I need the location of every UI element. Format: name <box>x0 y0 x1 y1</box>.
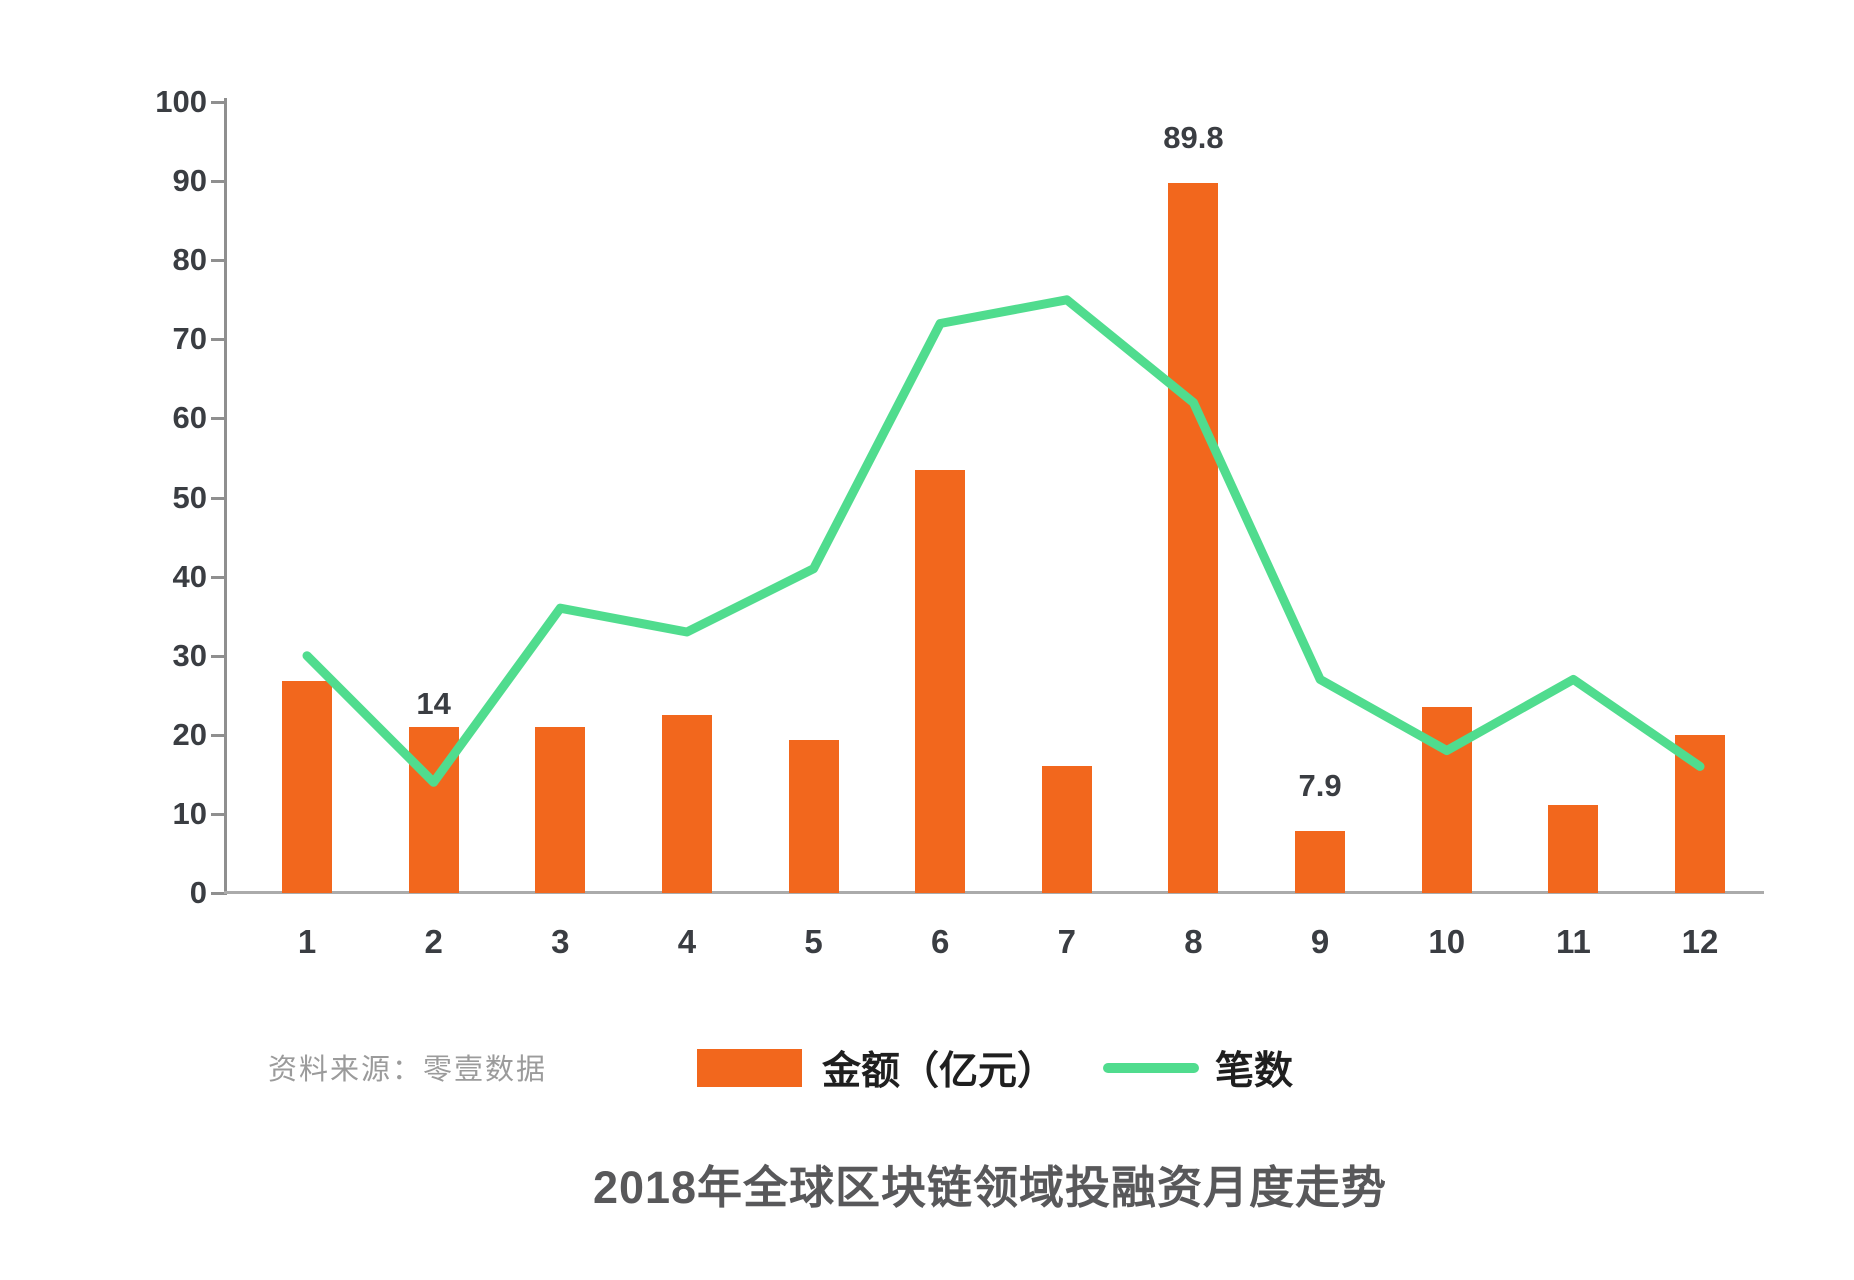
data-label-month-2: 14 <box>416 685 451 721</box>
bar-month-6 <box>915 469 966 893</box>
y-axis-tick-mark <box>211 338 224 342</box>
y-axis-tick-label: 90 <box>172 163 207 199</box>
bar-month-3 <box>535 726 586 893</box>
y-axis-tick-mark <box>211 812 224 816</box>
y-axis-tick-label: 100 <box>155 84 207 119</box>
y-axis-tick-label: 30 <box>172 637 207 673</box>
y-axis-tick-mark <box>211 892 224 895</box>
y-axis-tick-mark <box>211 575 224 579</box>
x-axis-label-month-8: 8 <box>1184 923 1203 960</box>
y-axis-tick-mark <box>211 259 224 263</box>
x-axis-label-month-11: 11 <box>1555 923 1591 960</box>
y-axis-tick-label: 0 <box>189 875 207 910</box>
y-axis-tick-label: 40 <box>172 558 207 594</box>
data-label-month-8: 89.8 <box>1163 119 1224 155</box>
bar-month-8 <box>1168 182 1219 893</box>
x-axis-label-month-3: 3 <box>551 923 570 960</box>
plot-area: 14 89.8 7.9 <box>225 102 1763 893</box>
legend-line-swatch-icon <box>1103 1063 1199 1073</box>
chart-title: 2018年全球区块链领域投融资月度走势 <box>592 1162 1388 1213</box>
y-axis-line <box>224 98 227 895</box>
y-axis-tick-mark <box>211 496 224 500</box>
legend-label-amount: 金额（亿元） <box>822 1050 1057 1093</box>
bar-month-1 <box>282 681 332 893</box>
y-axis-tick-label: 10 <box>172 795 207 831</box>
x-axis-label-month-5: 5 <box>804 923 823 960</box>
y-axis-tick-mark <box>211 417 224 421</box>
x-axis-label-month-10: 10 <box>1428 923 1466 960</box>
x-axis-label-month-9: 9 <box>1310 923 1330 960</box>
bar-month-11 <box>1548 805 1599 893</box>
y-axis-tick-label: 20 <box>172 716 207 752</box>
x-axis-label-month-1: 1 <box>297 923 317 960</box>
bar-month-4 <box>661 715 712 893</box>
bar-month-5 <box>788 740 839 893</box>
y-axis-tick-label: 50 <box>172 479 207 515</box>
x-axis-label-month-6: 6 <box>931 923 950 960</box>
y-axis-tick-label: 60 <box>172 400 207 436</box>
x-axis-label-month-2: 2 <box>424 923 443 960</box>
y-axis-tick-mark <box>211 101 224 104</box>
data-label-month-9: 7.9 <box>1298 767 1342 803</box>
y-axis-tick-mark <box>211 733 224 737</box>
line-series-path <box>302 295 1705 787</box>
y-axis-tick-label: 80 <box>172 242 207 278</box>
x-axis-label-month-12: 12 <box>1681 923 1719 960</box>
y-axis-tick-mark <box>211 180 224 184</box>
y-axis-tick-label: 70 <box>172 321 207 357</box>
x-axis-label-month-7: 7 <box>1057 923 1076 960</box>
bar-month-9 <box>1295 830 1346 893</box>
legend-label-count: 笔数 <box>1215 1050 1294 1093</box>
bar-month-7 <box>1041 766 1092 893</box>
x-axis-label-month-4: 4 <box>677 923 697 960</box>
y-axis-tick-mark <box>211 654 224 658</box>
line-series <box>302 295 1705 787</box>
x-axis-line <box>224 891 1764 894</box>
source-note: 资料来源：零壹数据 <box>268 1054 548 1086</box>
legend-bar-swatch-icon <box>697 1049 802 1087</box>
